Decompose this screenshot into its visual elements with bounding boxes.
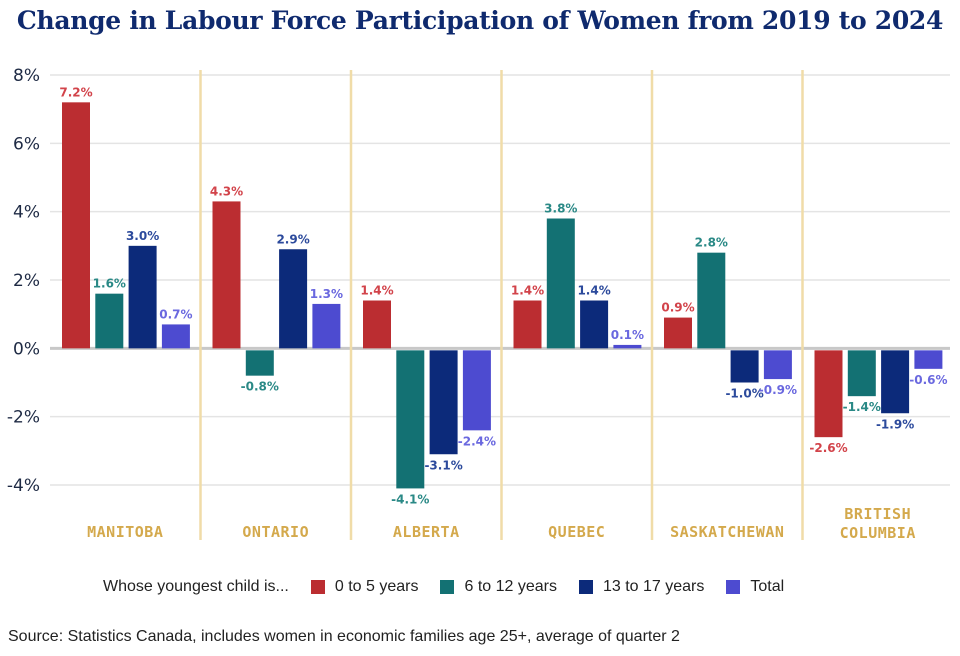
data-label: 1.4% (577, 284, 610, 298)
legend-swatch-0 (310, 580, 325, 594)
y-tick-label: 8% (13, 66, 40, 86)
bar (814, 350, 843, 438)
bar (697, 252, 726, 349)
y-tick-label: 4% (13, 203, 40, 223)
bar (513, 300, 542, 349)
bar (664, 317, 692, 349)
bar (580, 300, 609, 349)
data-label: 2.8% (695, 236, 728, 250)
legend-label-3: Total (750, 578, 785, 595)
category-label: BRITISH (844, 505, 911, 523)
bar (279, 249, 308, 349)
y-tick-label: -2% (7, 408, 40, 428)
legend-label-1: 6 to 12 years (464, 578, 557, 595)
bar (881, 350, 910, 414)
source-note: Source: Statistics Canada, includes wome… (8, 628, 680, 645)
y-tick-label: -4% (7, 476, 40, 496)
category-label: MANITOBA (87, 523, 163, 541)
category-label: ALBERTA (393, 523, 460, 541)
data-label: 7.2% (59, 85, 92, 99)
data-label: -3.1% (424, 458, 462, 472)
legend-title: Whose youngest child is... (103, 578, 289, 595)
category-label: QUEBEC (548, 523, 605, 541)
legend-label-2: 13 to 17 years (602, 578, 705, 595)
bar (847, 350, 876, 397)
y-tick-label: 0% (13, 339, 40, 359)
y-tick-label: 2% (13, 271, 40, 291)
bar (546, 218, 575, 349)
data-label: -1.4% (843, 400, 881, 414)
data-label: -1.9% (876, 417, 914, 431)
bar (161, 324, 190, 349)
data-label: -2.6% (809, 441, 847, 455)
data-label: 3.0% (126, 229, 159, 243)
bar (212, 201, 241, 349)
y-tick-label: 6% (13, 134, 40, 154)
bar (128, 245, 157, 349)
legend: Whose youngest child is... 0 to 5 years … (103, 578, 784, 596)
data-label: 1.4% (511, 284, 544, 298)
data-label: -0.8% (241, 380, 279, 394)
bar (62, 102, 90, 349)
data-label: 0.1% (611, 328, 644, 342)
legend-swatch-3 (726, 580, 741, 594)
category-label: ONTARIO (242, 523, 309, 541)
bar (429, 350, 458, 455)
category-label: COLUMBIA (840, 524, 916, 542)
data-label: 3.8% (544, 202, 577, 216)
data-label: -2.4% (458, 434, 496, 448)
bar (914, 350, 943, 369)
bar (312, 303, 341, 349)
category-label: SASKATCHEWAN (670, 523, 784, 541)
data-label: 4.3% (210, 184, 243, 198)
legend-label-0: 0 to 5 years (334, 578, 419, 595)
bar (763, 350, 792, 380)
bar-chart: 8% 6% 4% 2% 0% -2% -4% MANITOBA 7.2% 1.6% 3.0% 0.7%… (7, 66, 950, 542)
bar (462, 350, 491, 431)
legend-swatch-1 (440, 580, 455, 594)
data-label: 2.9% (276, 232, 309, 246)
legend-swatch-2 (578, 580, 593, 594)
bar (730, 350, 759, 383)
data-label: 1.3% (310, 287, 343, 301)
data-label: -0.9% (759, 383, 797, 397)
bar (396, 350, 425, 489)
data-label: 1.4% (360, 284, 393, 298)
bar (245, 350, 274, 376)
data-label: 0.9% (661, 301, 694, 315)
data-label: -0.6% (909, 373, 947, 387)
bar (363, 300, 391, 349)
bar (95, 293, 124, 349)
bar (613, 344, 642, 349)
chart-title: Change in Labour Force Participation of … (16, 6, 944, 35)
data-label: 0.7% (159, 307, 192, 321)
data-label: -1.0% (725, 387, 763, 401)
data-label: -4.1% (391, 492, 429, 506)
data-label: 1.6% (93, 277, 126, 291)
